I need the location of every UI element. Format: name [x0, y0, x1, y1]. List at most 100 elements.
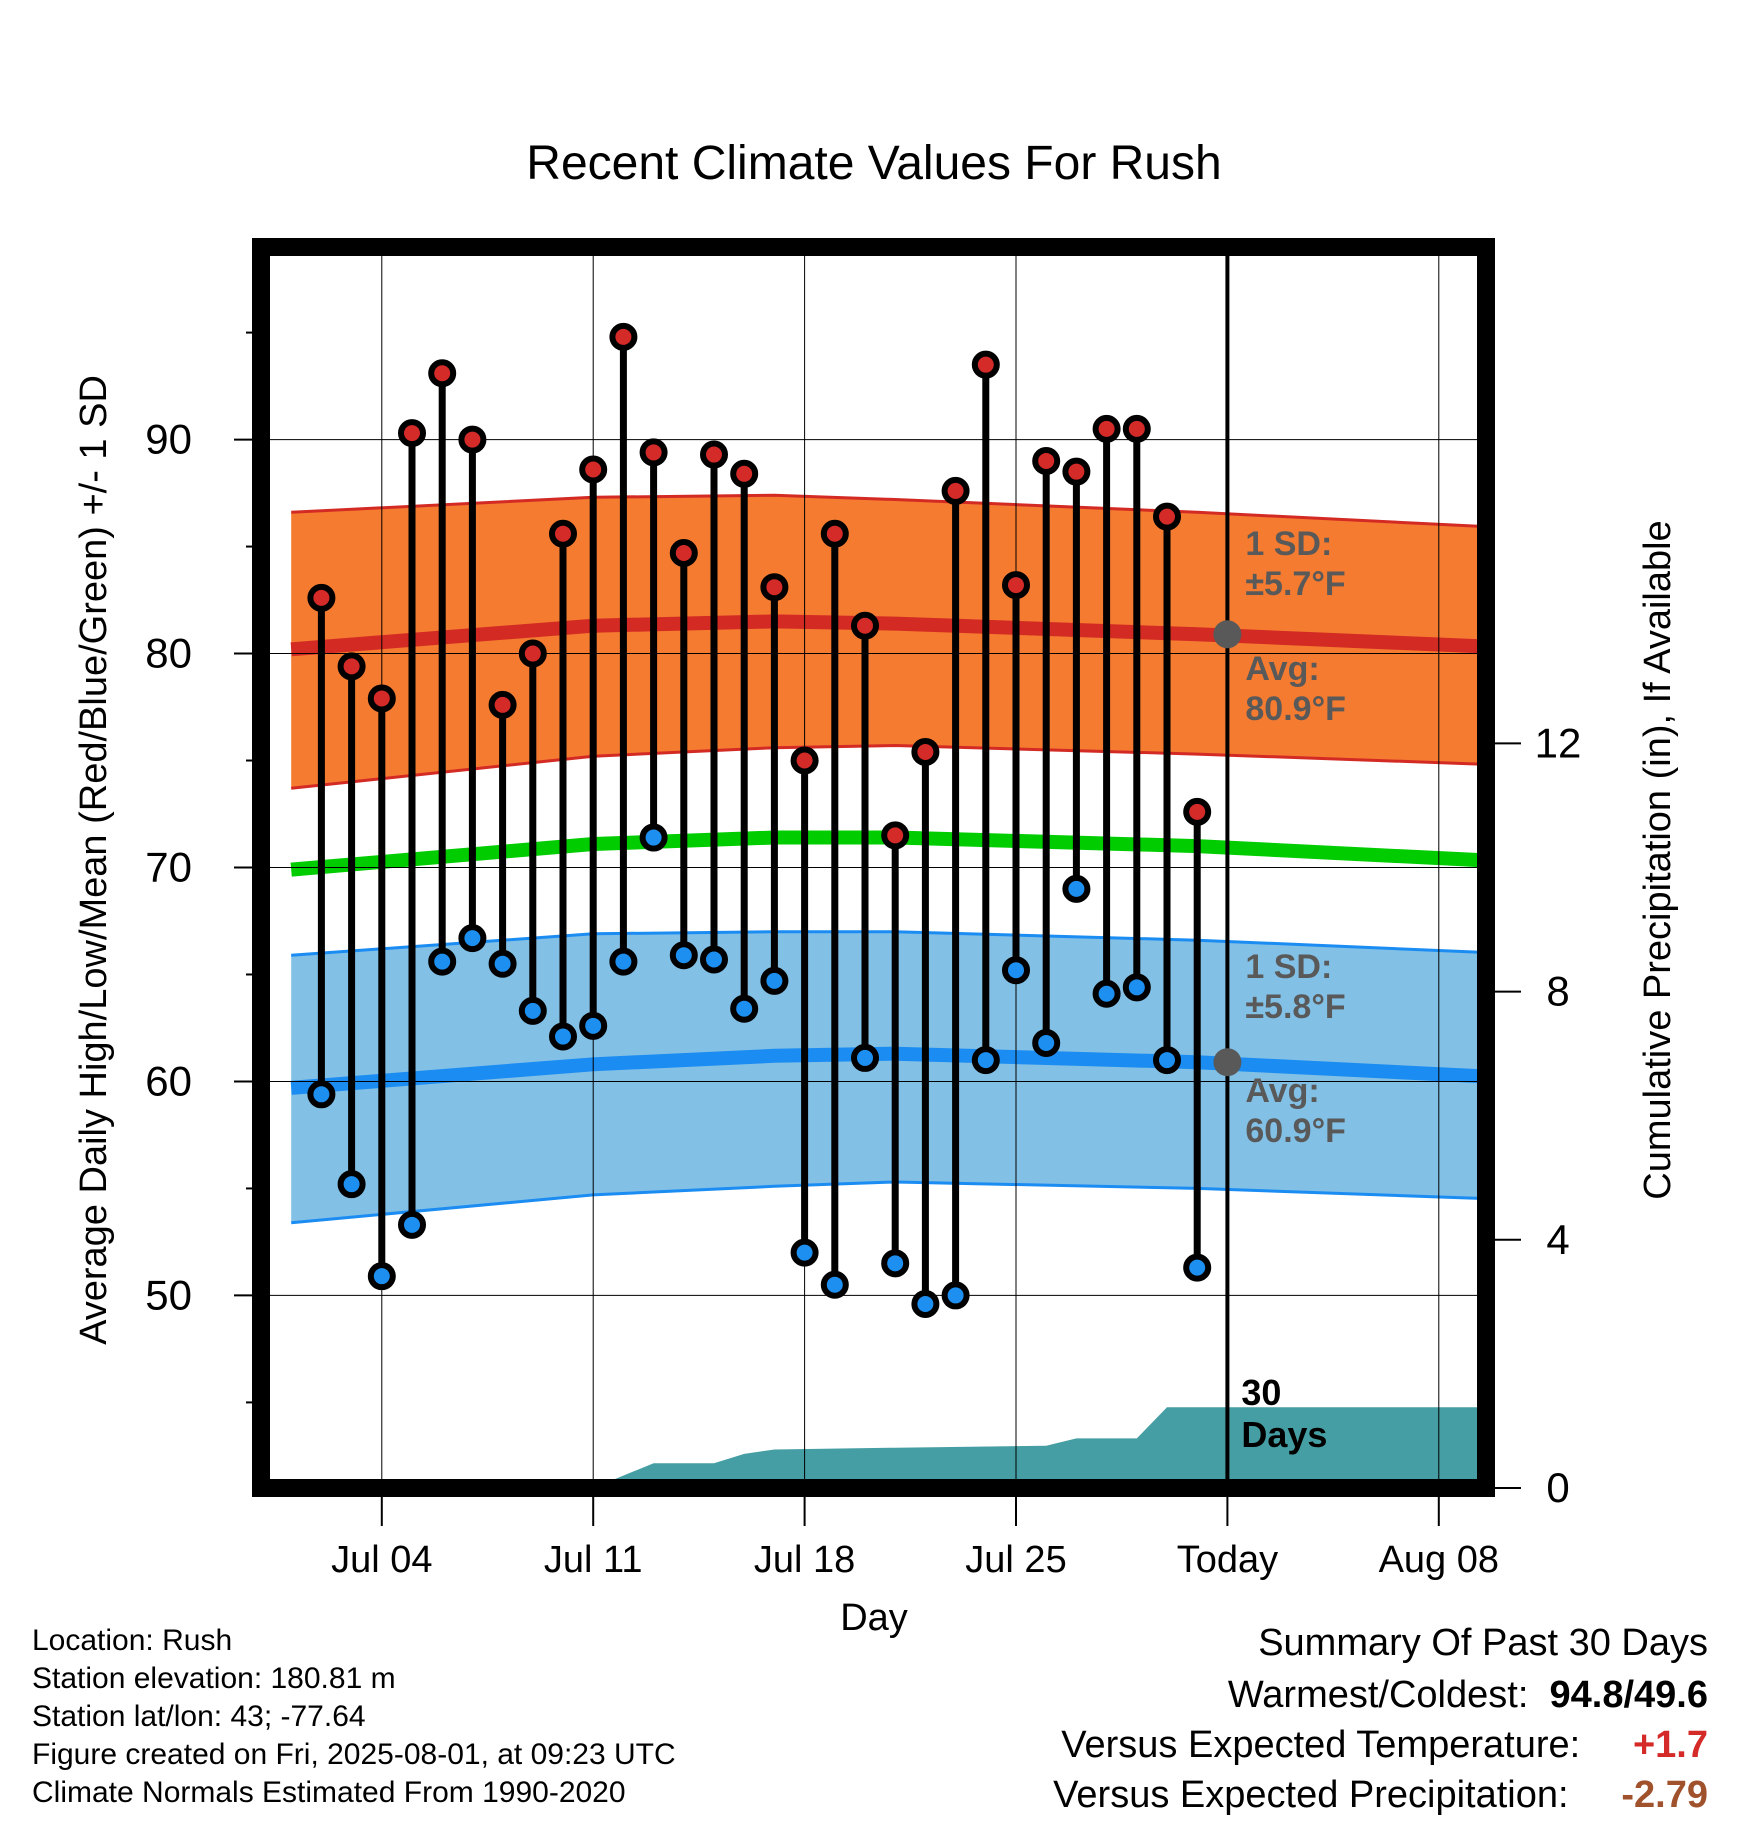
low-point	[609, 947, 638, 976]
low-point	[458, 924, 487, 953]
elevation-text: Station elevation: 180.81 m	[32, 1662, 396, 1695]
days-label-number: 30	[1241, 1372, 1281, 1413]
high-sd-value: ±5.7°F	[1245, 565, 1345, 603]
low-point	[941, 1281, 970, 1310]
high-point	[700, 440, 728, 469]
y-tick-label: 60	[145, 1057, 192, 1104]
low-point	[1153, 1046, 1181, 1075]
precip-label: Versus Expected Precipitation:	[1053, 1774, 1569, 1816]
created-text: Figure created on Fri, 2025-08-01, at 09…	[32, 1738, 676, 1771]
y-tick-label: 50	[145, 1271, 192, 1318]
high-point	[1122, 414, 1151, 443]
high-point	[1062, 457, 1091, 486]
plot-frame	[252, 238, 1495, 1497]
y-tick-label: 70	[145, 844, 192, 891]
low-point	[790, 1238, 819, 1267]
low-point	[911, 1289, 940, 1318]
x-tick-label: Today	[1177, 1539, 1278, 1581]
normals-text: Climate Normals Estimated From 1990-2020	[32, 1776, 626, 1809]
summary-precipitation: Versus Expected Precipitation: -2.79	[1053, 1774, 1708, 1817]
x-tick-label: Jul 18	[754, 1539, 855, 1581]
low-point	[700, 945, 728, 974]
x-axis-label: Day	[840, 1597, 908, 1639]
low-point	[518, 996, 547, 1025]
high-point	[367, 684, 396, 713]
high-point	[669, 538, 698, 567]
high-avg-label: Avg:	[1245, 650, 1319, 688]
high-point	[1183, 797, 1212, 826]
low-point	[820, 1270, 849, 1299]
high-point	[1153, 502, 1181, 531]
high-point	[549, 519, 577, 548]
low-point	[851, 1043, 879, 1072]
low-point	[307, 1080, 336, 1109]
high-point	[1032, 446, 1061, 475]
low-point	[579, 1011, 608, 1040]
low-sd-label: 1 SD:	[1245, 948, 1332, 986]
summary-warmest: Warmest/Coldest: 94.8/49.6	[1228, 1674, 1708, 1717]
y-axis-label: Average Daily High/Low/Mean (Red/Blue/Gr…	[73, 375, 115, 1345]
low-point	[1092, 979, 1121, 1008]
low-point	[730, 994, 759, 1023]
high-sd-label: 1 SD:	[1245, 525, 1332, 563]
y-tick-label: 90	[145, 416, 192, 463]
low-point	[398, 1210, 426, 1239]
low-point	[549, 1022, 577, 1051]
normal-high-upper-line	[291, 493, 1486, 529]
x-tick-label: Jul 25	[965, 1539, 1066, 1581]
low-point	[367, 1262, 396, 1291]
low-point	[971, 1046, 1000, 1075]
y2-tick-label: 4	[1546, 1216, 1569, 1263]
low-point	[1183, 1253, 1212, 1282]
temp-label: Versus Expected Temperature:	[1061, 1724, 1581, 1766]
low-point	[639, 823, 668, 852]
high-point	[911, 737, 940, 766]
location-text: Location: Rush	[32, 1624, 233, 1657]
high-point	[579, 455, 608, 484]
warmest-value: 94.8/49.6	[1549, 1674, 1708, 1716]
high-point	[881, 821, 910, 850]
high-point	[1002, 571, 1030, 600]
low-point	[1062, 874, 1091, 903]
low-avg-value: 60.9°F	[1245, 1112, 1346, 1150]
high-point	[428, 359, 457, 388]
high-point	[820, 519, 849, 548]
y2-tick-label: 0	[1546, 1464, 1569, 1511]
low-point	[760, 966, 789, 995]
low-point	[1122, 973, 1151, 1002]
high-point	[941, 476, 970, 505]
station-info: Location: Rush Station elevation: 180.81…	[32, 1622, 676, 1812]
y-tick-label: 80	[145, 630, 192, 677]
low-point	[881, 1249, 910, 1278]
high-point	[730, 459, 759, 488]
chart-title: Recent Climate Values For Rush	[526, 137, 1221, 190]
summary-temperature: Versus Expected Temperature: +1.7	[1061, 1724, 1708, 1767]
high-avg-marker	[1213, 620, 1242, 649]
x-tick-label: Jul 04	[331, 1539, 432, 1581]
high-point	[790, 746, 819, 775]
x-tick-label: Jul 11	[544, 1539, 643, 1581]
y2-tick-label: 12	[1535, 719, 1582, 766]
summary-title: Summary Of Past 30 Days	[1258, 1622, 1708, 1664]
low-point	[1032, 1028, 1061, 1057]
low-point	[1002, 956, 1030, 985]
high-point	[760, 573, 789, 602]
low-point	[337, 1170, 366, 1199]
high-point	[609, 322, 638, 351]
low-avg-label: Avg:	[1245, 1072, 1319, 1110]
warmest-label: Warmest/Coldest:	[1227, 1674, 1529, 1716]
temp-value: +1.7	[1632, 1724, 1708, 1766]
high-avg-value: 80.9°F	[1245, 690, 1346, 728]
low-point	[428, 947, 457, 976]
high-point	[458, 425, 487, 454]
precip-value: -2.79	[1621, 1774, 1708, 1816]
high-point	[851, 611, 879, 640]
days-label-text: Days	[1241, 1414, 1327, 1455]
high-point	[337, 652, 366, 681]
high-point	[518, 639, 547, 668]
low-sd-value: ±5.8°F	[1245, 988, 1345, 1026]
high-point	[971, 350, 1000, 379]
